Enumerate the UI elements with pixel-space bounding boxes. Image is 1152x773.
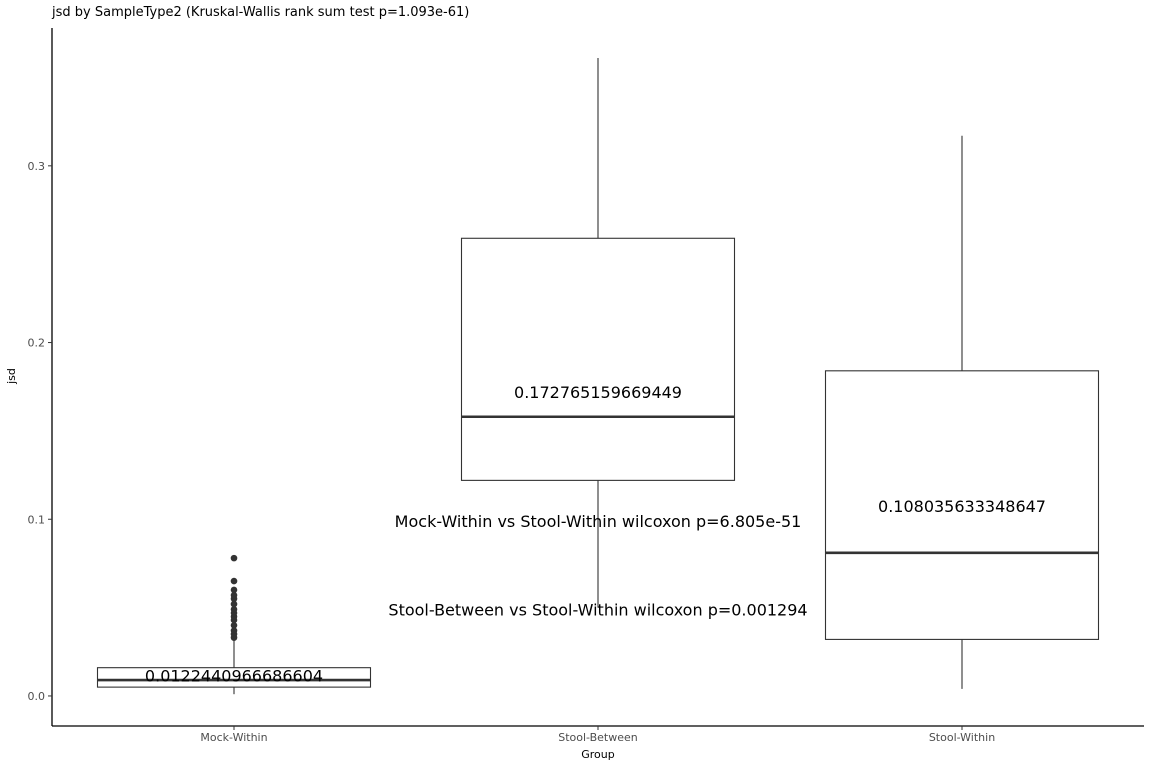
y-tick-label: 0.0 (28, 690, 46, 703)
box-iqr (96, 667, 372, 688)
mean-value-label: 0.108035633348647 (878, 497, 1046, 516)
x-tick-label: Stool-Within (929, 731, 995, 744)
plot-area: 0.0122440966686604 0.172765159669449 0.108… (96, 58, 1100, 695)
y-tick-label: 0.2 (28, 337, 46, 350)
box-iqr (824, 370, 1100, 640)
wilcoxon-annotation: Stool-Between vs Stool-Within wilcoxon p… (388, 600, 807, 619)
box-iqr (460, 237, 736, 481)
y-axis-ticks: 0.0 0.1 0.2 0.3 (28, 160, 52, 703)
chart-title: jsd by SampleType2 (Kruskal-Wallis rank … (51, 5, 469, 20)
y-tick-label: 0.1 (28, 513, 46, 526)
outlier-point (230, 591, 238, 599)
box-group-mock-within: 0.0122440966686604 (96, 554, 372, 695)
outlier-point (230, 627, 238, 634)
y-axis-label: jsd (5, 368, 18, 385)
x-axis-label: Group (581, 748, 615, 761)
outlier-point (230, 577, 238, 585)
x-tick-label: Mock-Within (200, 731, 267, 744)
box-group-stool-within: 0.108035633348647 (824, 135, 1100, 689)
y-tick-label: 0.3 (28, 160, 46, 173)
wilcoxon-annotation: Mock-Within vs Stool-Within wilcoxon p=6… (395, 512, 802, 531)
outlier-point (230, 554, 238, 562)
mean-value-label: 0.172765159669449 (514, 383, 682, 402)
outlier-point (230, 621, 238, 629)
outlier-point (230, 586, 238, 594)
x-axis-ticks: Mock-Within Stool-Between Stool-Within (200, 726, 995, 744)
x-tick-label: Stool-Between (558, 731, 638, 744)
outlier-point (230, 600, 238, 608)
mean-value-label: 0.0122440966686604 (145, 666, 323, 685)
outlier-point (230, 606, 238, 613)
box-group-stool-between: 0.172765159669449 (460, 58, 736, 608)
